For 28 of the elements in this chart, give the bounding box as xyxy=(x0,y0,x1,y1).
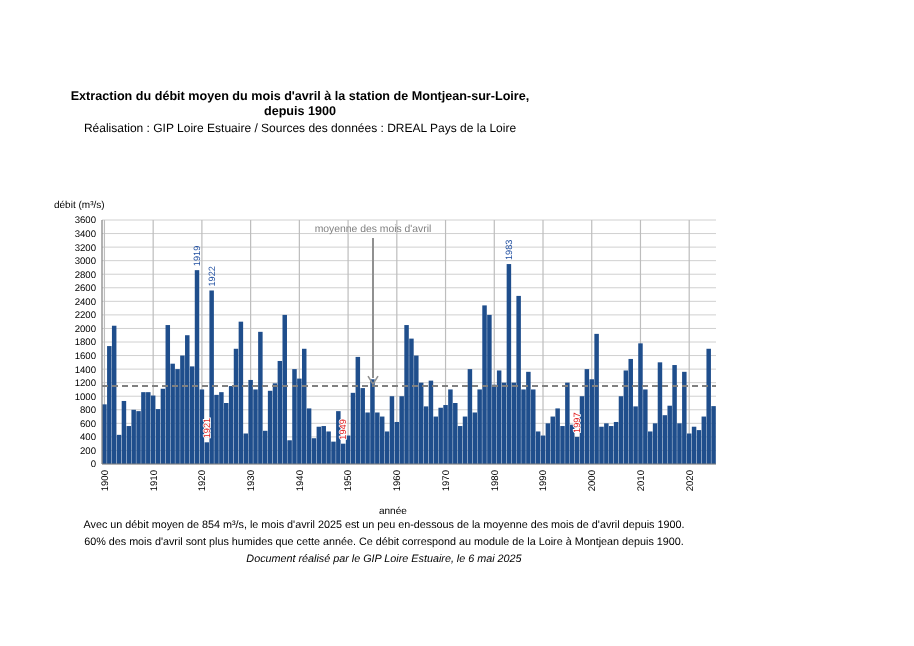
bar xyxy=(326,431,331,464)
bar xyxy=(516,295,521,464)
bar xyxy=(594,333,599,464)
bar xyxy=(321,426,326,464)
bar xyxy=(672,365,677,464)
bar xyxy=(482,305,487,464)
bar xyxy=(604,423,609,464)
bar xyxy=(282,314,287,464)
bar xyxy=(628,358,633,464)
bar xyxy=(438,407,443,464)
bar xyxy=(209,290,214,464)
bar xyxy=(526,371,531,464)
bar xyxy=(219,392,224,464)
bar xyxy=(185,335,190,464)
bar xyxy=(404,325,409,464)
bar xyxy=(706,348,711,464)
bar xyxy=(682,371,687,464)
bar xyxy=(555,408,560,464)
bar xyxy=(258,331,263,464)
bar xyxy=(292,369,297,464)
bar xyxy=(131,409,136,464)
bar xyxy=(141,392,146,464)
bar xyxy=(248,379,253,464)
bar xyxy=(146,392,151,464)
bar xyxy=(370,379,375,464)
bar xyxy=(565,382,570,464)
bar xyxy=(448,389,453,464)
bar xyxy=(638,343,643,464)
